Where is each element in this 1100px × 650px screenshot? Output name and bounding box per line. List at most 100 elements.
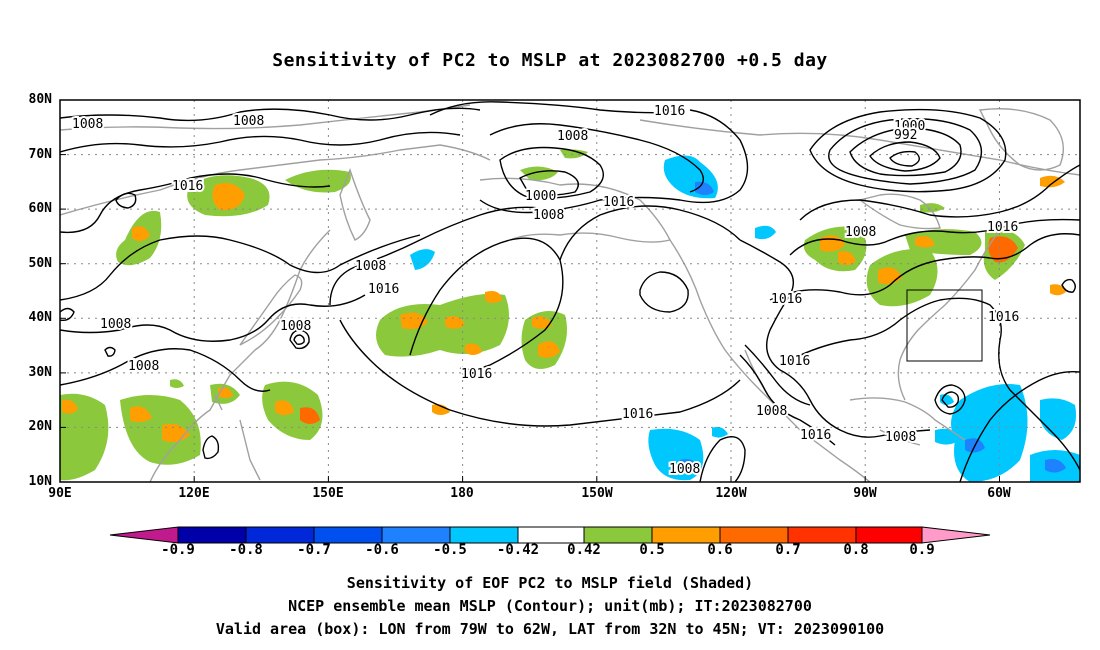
lat-label: 50N (28, 256, 52, 271)
colorbar-swatch (583, 526, 653, 544)
coastline-hudson (858, 193, 941, 230)
contour-label: 1008 (128, 359, 159, 374)
shade-positive-core (838, 251, 856, 265)
valid-area-box (906, 289, 983, 362)
contour-label: 992 (894, 128, 917, 143)
contour-label: 1008 (885, 430, 916, 445)
contour-label: 1016 (771, 292, 802, 307)
lat-label: 40N (28, 310, 52, 325)
contour-line (60, 348, 271, 392)
colorbar-label: 0.9 (909, 542, 935, 558)
contour-line (60, 234, 421, 301)
contour-label: 1016 (622, 407, 653, 422)
colorbar-label: 0.7 (775, 542, 801, 558)
shade-negative-core (695, 181, 714, 195)
shade-positive-core (532, 316, 552, 329)
shade-positive-core (132, 226, 150, 242)
coastline-asia-east (149, 229, 331, 482)
contour-label: 1008 (533, 208, 564, 223)
contour-line (959, 370, 1080, 482)
shade-negative-core (1045, 459, 1066, 473)
contour-line (329, 206, 541, 306)
shade-positive (432, 404, 450, 415)
shade-positive (1050, 284, 1066, 296)
coastline-na-east (897, 229, 1001, 401)
colorbar-label: -0.6 (365, 542, 399, 558)
shade-positive (905, 229, 982, 255)
contour-line (849, 127, 962, 177)
lon-label: 60W (987, 486, 1011, 501)
contour-label: 1016 (172, 179, 203, 194)
contour-line (60, 131, 461, 153)
colorbar-label: 0.8 (843, 542, 869, 558)
contour-line (699, 436, 746, 482)
contour-line (789, 297, 1080, 471)
contour-line (293, 334, 305, 345)
colorbar-label: 0.6 (707, 542, 733, 558)
lon-label: 90E (48, 486, 72, 501)
contour-line (559, 205, 741, 261)
shade-positive (376, 293, 509, 357)
contour-line (499, 146, 604, 200)
contour-label: 1008 (233, 114, 264, 129)
shade-positive (285, 169, 351, 193)
shade-positive (170, 379, 184, 388)
contour-line (889, 150, 920, 167)
colorbar-label: -0.7 (297, 542, 331, 558)
lon-label: 120W (715, 486, 747, 501)
lat-label: 60N (28, 201, 52, 216)
contour-label: 1008 (280, 319, 311, 334)
shade-positive (560, 149, 588, 159)
coastline-na-west (669, 239, 871, 482)
colorbar-label: -0.9 (161, 542, 195, 558)
shade-negative (755, 225, 776, 240)
shade-positive-core (62, 399, 78, 414)
contour-line (60, 307, 75, 322)
colorbar-left-triangle (109, 526, 179, 544)
contour-line (519, 170, 579, 196)
colorbar (109, 526, 991, 544)
colorbar-swatch (651, 526, 721, 544)
shade-positive-core (162, 423, 190, 443)
shade-positive-core (275, 400, 294, 415)
caption-contour: NCEP ensemble mean MSLP (Contour); unit(… (288, 597, 812, 615)
contour-line (769, 233, 1080, 301)
colorbar-right-triangle (921, 526, 991, 544)
frame-ticks (60, 154, 1000, 482)
contour-label: 1000 (525, 189, 556, 204)
shade-negative-core (680, 459, 700, 473)
lat-label: 70N (28, 147, 52, 162)
caption-valid-area: Valid area (box): LON from 79W to 62W, L… (215, 620, 885, 638)
contour-line (809, 108, 1007, 193)
shade-positive-core (465, 343, 482, 355)
colorbar-swatch (517, 526, 585, 544)
lon-label: 150E (312, 486, 344, 501)
shade-positive-core (538, 341, 560, 358)
contour-line (1061, 278, 1076, 293)
contour-label: 1008 (756, 404, 787, 419)
contour-label: 1016 (603, 195, 634, 210)
contour-label: 1016 (988, 310, 1019, 325)
contour-label: 1008 (72, 117, 103, 132)
contour-line (339, 319, 741, 427)
coastline-gulf (849, 397, 966, 446)
colorbar-swatch (245, 526, 315, 544)
shade-positive-core (130, 406, 152, 423)
lon-label: 180 (450, 486, 474, 501)
colorbar-label: -0.5 (433, 542, 467, 558)
contour-line (60, 294, 366, 342)
shade-positive-core (212, 182, 245, 211)
shade-positive-core (915, 236, 935, 248)
mslp-contours (60, 101, 1080, 482)
contour-line (828, 118, 983, 185)
chart-title: Sensitivity of PC2 to MSLP at 2023082700… (272, 50, 828, 71)
contour-line (799, 164, 1080, 221)
lon-label: 120E (178, 486, 210, 501)
contour-label: 1008 (845, 225, 876, 240)
contour-label: 1008 (355, 259, 386, 274)
colorbar-swatch (855, 526, 923, 544)
lon-label: 150W (581, 486, 613, 501)
graticule (60, 100, 1080, 482)
colorbar-swatch (449, 526, 519, 544)
coastline-kamchatka (339, 167, 371, 241)
